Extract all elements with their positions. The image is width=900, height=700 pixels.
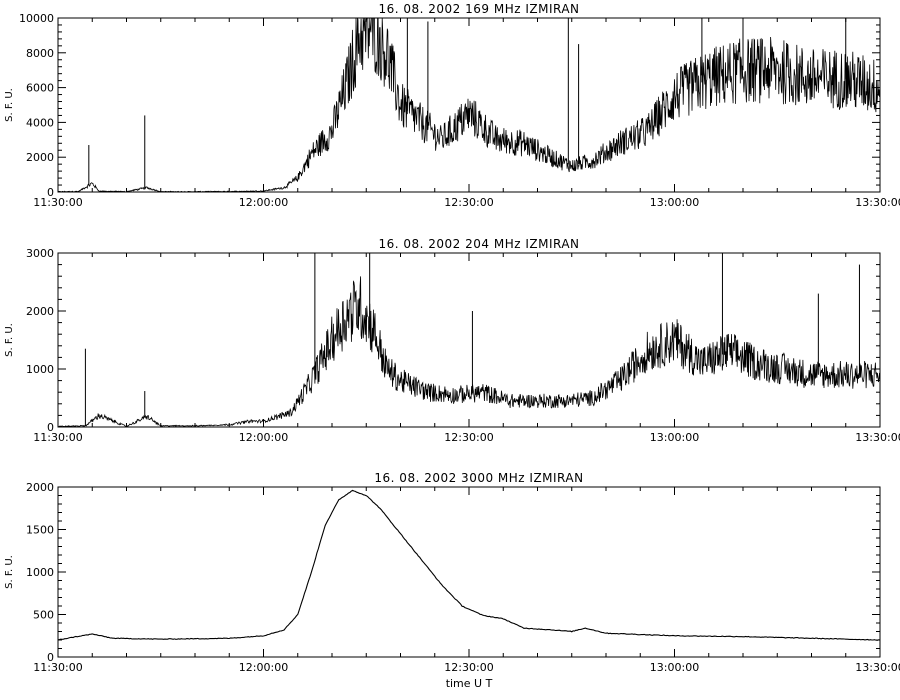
x-tick-label: 12:00:00 xyxy=(239,196,288,209)
x-tick-label: 12:30:00 xyxy=(444,196,493,209)
x-tick-label: 12:30:00 xyxy=(444,431,493,444)
chart-169-mhz: 16. 08. 2002 169 MHz IZMIRAN S. F. U. 0 200… xyxy=(4,2,900,209)
y-tick-label: 2000 xyxy=(26,305,54,318)
x-tick-label: 11:30:00 xyxy=(33,431,82,444)
series-line xyxy=(57,489,881,641)
x-tick-label: 12:00:00 xyxy=(239,431,288,444)
chart-title: 16. 08. 2002 169 MHz IZMIRAN xyxy=(378,2,579,16)
plot-frame xyxy=(57,17,881,193)
x-tick-label: 12:00:00 xyxy=(239,661,288,674)
y-tick-label: 6000 xyxy=(26,82,54,95)
series-line xyxy=(57,276,881,428)
x-tick-label: 13:00:00 xyxy=(650,431,699,444)
series-line xyxy=(57,17,881,193)
chart-title: 16. 08. 2002 3000 MHz IZMIRAN xyxy=(374,471,583,485)
x-tick-label: 13:00:00 xyxy=(650,196,699,209)
x-tick-label: 13:30:00 xyxy=(855,661,900,674)
x-tick-label: 13:30:00 xyxy=(855,431,900,444)
y-axis-label: S. F. U. xyxy=(4,555,15,589)
y-tick-label: 10000 xyxy=(19,12,54,25)
x-tick-label: 11:30:00 xyxy=(33,196,82,209)
y-tick-label: 1500 xyxy=(26,524,54,537)
y-tick-label: 500 xyxy=(33,609,54,622)
plot-frame xyxy=(57,486,881,658)
x-tick-label: 13:00:00 xyxy=(650,661,699,674)
x-tick-label: 11:30:00 xyxy=(33,661,82,674)
y-tick-label: 2000 xyxy=(26,481,54,494)
x-tick-label: 13:30:00 xyxy=(855,196,900,209)
x-axis-label: time U T xyxy=(446,677,493,690)
y-tick-label: 0 xyxy=(47,186,54,199)
chart-title: 16. 08. 2002 204 MHz IZMIRAN xyxy=(378,237,579,251)
chart-204-mhz: 16. 08. 2002 204 MHz IZMIRAN S. F. U. 0 100… xyxy=(4,237,900,444)
y-tick-label: 8000 xyxy=(26,47,54,60)
y-axis-label: S. F. U. xyxy=(4,323,15,357)
x-tick-label: 12:30:00 xyxy=(444,661,493,674)
y-tick-label: 0 xyxy=(47,651,54,664)
y-tick-label: 3000 xyxy=(26,247,54,260)
y-tick-label: 0 xyxy=(47,421,54,434)
y-axis-label: S. F. U. xyxy=(4,88,15,122)
y-tick-label: 4000 xyxy=(26,116,54,129)
y-tick-label: 2000 xyxy=(26,151,54,164)
y-tick-label: 1000 xyxy=(26,363,54,376)
plot-frame xyxy=(57,252,881,428)
y-tick-label: 1000 xyxy=(26,566,54,579)
chart-3000-mhz: 16. 08. 2002 3000 MHz IZMIRAN S. F. U. 0 50… xyxy=(4,471,900,690)
